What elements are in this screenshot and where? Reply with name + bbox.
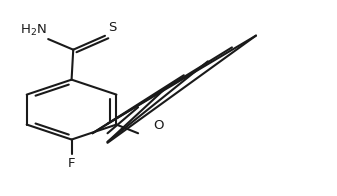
Text: O: O (153, 119, 164, 132)
Text: S: S (108, 21, 116, 34)
Text: F: F (68, 157, 75, 170)
Text: H$_2$N: H$_2$N (20, 22, 47, 37)
